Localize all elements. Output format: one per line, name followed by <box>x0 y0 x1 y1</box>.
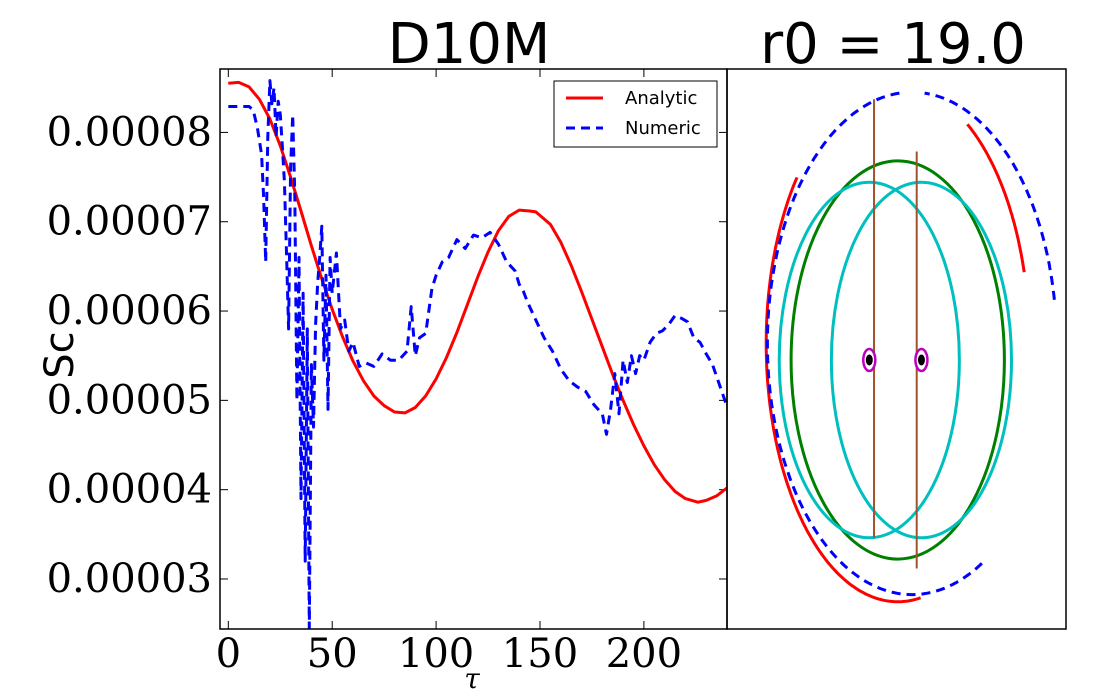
right-orbit-panel: r0 = 19.0 <box>726 12 1067 630</box>
y-tick-label: 0.00005 <box>47 377 212 423</box>
right-plot-frame <box>726 68 1067 630</box>
y-tick-label: 0.00004 <box>47 467 212 513</box>
orbit-shapes <box>764 91 1056 604</box>
black-hole-left <box>865 354 873 366</box>
series-line-analytic <box>228 80 727 504</box>
outer-analytic-orbit-tail <box>966 123 1026 273</box>
y-axis-label: Sc <box>37 331 83 378</box>
legend-label-numeric: Numeric <box>625 118 701 139</box>
series-line-numeric <box>228 79 727 629</box>
y-tick-label: 0.00006 <box>47 288 212 334</box>
cyan-ellipse-left <box>777 180 961 540</box>
black-hole-right <box>917 354 925 366</box>
legend: Analytic Numeric <box>553 80 718 148</box>
x-tick-label: 150 <box>502 631 578 677</box>
y-tick-label: 0.00008 <box>47 109 212 155</box>
right-chart-title: r0 = 19.0 <box>760 12 1026 77</box>
outer-analytic-orbit <box>764 176 922 604</box>
left-chart-title: D10M <box>388 12 551 77</box>
x-tick-label: 100 <box>398 631 474 677</box>
left-chart-panel: D10M Sc τ 0 50 100 150 200 0.00003 0.00004 0.00… <box>37 12 728 695</box>
x-axis-label: τ <box>464 662 480 695</box>
green-ellipse <box>789 159 1006 561</box>
legend-box <box>553 80 718 148</box>
left-series <box>228 79 727 629</box>
legend-label-analytic: Analytic <box>625 88 697 109</box>
x-tick-label: 50 <box>307 631 358 677</box>
outer-numeric-orbit-tail <box>924 91 1056 300</box>
x-tick-label: 0 <box>216 631 241 677</box>
y-tick-label: 0.00003 <box>47 556 212 602</box>
cyan-ellipse-right <box>829 180 1013 540</box>
x-tick-label: 200 <box>606 631 682 677</box>
y-tick-label: 0.00007 <box>47 199 212 245</box>
left-axis-ticks: 0 50 100 150 200 0.00003 0.00004 0.00005 0.00006… <box>47 69 727 677</box>
outer-numeric-orbit <box>765 91 986 597</box>
